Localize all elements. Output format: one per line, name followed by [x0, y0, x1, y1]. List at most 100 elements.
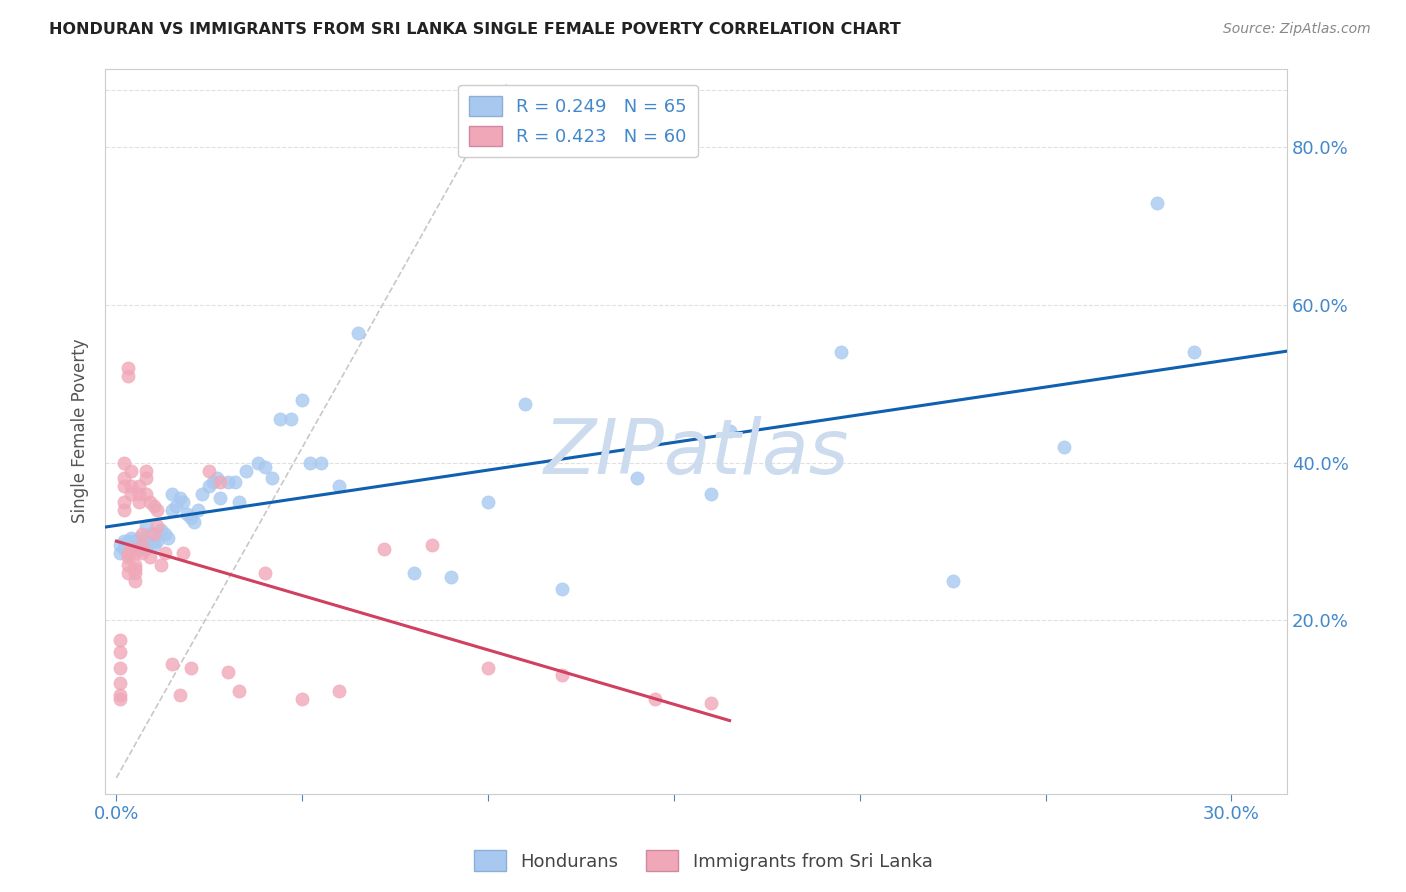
Point [108, 632, 131, 647]
Point [139, 550, 162, 565]
Point [117, 558, 139, 573]
Point [551, 582, 574, 596]
Point [108, 546, 131, 560]
Point [128, 487, 150, 501]
Point [112, 456, 135, 470]
Point [477, 495, 499, 509]
Point [128, 495, 150, 509]
Point [160, 487, 183, 501]
Point [124, 542, 146, 557]
Point [124, 574, 146, 588]
Legend: R = 0.249   N = 65, R = 0.423   N = 60: R = 0.249 N = 65, R = 0.423 N = 60 [458, 85, 697, 157]
Point [253, 459, 276, 474]
Point [644, 692, 666, 706]
Point [235, 463, 257, 477]
Point [291, 692, 314, 706]
Point [124, 566, 146, 580]
Point [153, 526, 176, 541]
Point [440, 570, 463, 584]
Point [209, 475, 232, 490]
Point [124, 538, 146, 552]
Point [120, 487, 142, 501]
Point [117, 546, 139, 560]
Point [298, 456, 321, 470]
Point [139, 495, 162, 509]
Point [146, 518, 169, 533]
Point [124, 534, 146, 549]
Point [187, 503, 209, 517]
Point [942, 574, 965, 588]
Point [124, 546, 146, 560]
Point [205, 471, 228, 485]
Point [309, 456, 332, 470]
Point [108, 538, 131, 552]
Point [198, 479, 221, 493]
Point [402, 566, 425, 580]
Point [131, 534, 153, 549]
Point [228, 495, 250, 509]
Point [120, 542, 142, 557]
Point [700, 696, 723, 710]
Point [169, 491, 191, 505]
Point [142, 538, 165, 552]
Point [128, 538, 150, 552]
Point [117, 361, 139, 376]
Point [117, 368, 139, 383]
Point [139, 526, 162, 541]
Point [551, 668, 574, 682]
Point [160, 503, 183, 517]
Point [217, 475, 239, 490]
Text: ZIPatlas: ZIPatlas [544, 416, 849, 490]
Point [176, 507, 198, 521]
Point [112, 542, 135, 557]
Point [209, 491, 232, 505]
Text: Source: ZipAtlas.com: Source: ZipAtlas.com [1223, 22, 1371, 37]
Point [120, 538, 142, 552]
Point [157, 531, 180, 545]
Point [183, 515, 205, 529]
Point [347, 326, 370, 340]
Point [142, 499, 165, 513]
Point [120, 463, 142, 477]
Legend: Hondurans, Immigrants from Sri Lanka: Hondurans, Immigrants from Sri Lanka [467, 843, 939, 879]
Point [269, 412, 291, 426]
Text: HONDURAN VS IMMIGRANTS FROM SRI LANKA SINGLE FEMALE POVERTY CORRELATION CHART: HONDURAN VS IMMIGRANTS FROM SRI LANKA SI… [49, 22, 901, 37]
Point [1053, 440, 1076, 454]
Point [146, 534, 169, 549]
Point [112, 479, 135, 493]
Point [135, 463, 157, 477]
Point [1146, 195, 1168, 210]
Point [117, 546, 139, 560]
Point [291, 392, 314, 407]
Point [830, 345, 852, 359]
Point [131, 526, 153, 541]
Point [160, 657, 183, 671]
Point [201, 475, 224, 490]
Point [120, 531, 142, 545]
Point [253, 566, 276, 580]
Point [180, 510, 202, 524]
Point [477, 660, 499, 674]
Point [246, 456, 269, 470]
Point [228, 684, 250, 698]
Point [112, 495, 135, 509]
Point [131, 538, 153, 552]
Point [131, 546, 153, 560]
Point [373, 542, 395, 557]
Point [135, 542, 157, 557]
Point [108, 660, 131, 674]
Point [420, 538, 443, 552]
Point [135, 471, 157, 485]
Point [217, 665, 239, 679]
Point [224, 475, 246, 490]
Point [172, 546, 194, 560]
Point [262, 471, 284, 485]
Point [108, 692, 131, 706]
Point [328, 479, 350, 493]
Point [328, 684, 350, 698]
Point [198, 463, 221, 477]
Point [146, 503, 169, 517]
Point [149, 558, 172, 573]
Point [112, 534, 135, 549]
Point [280, 412, 302, 426]
